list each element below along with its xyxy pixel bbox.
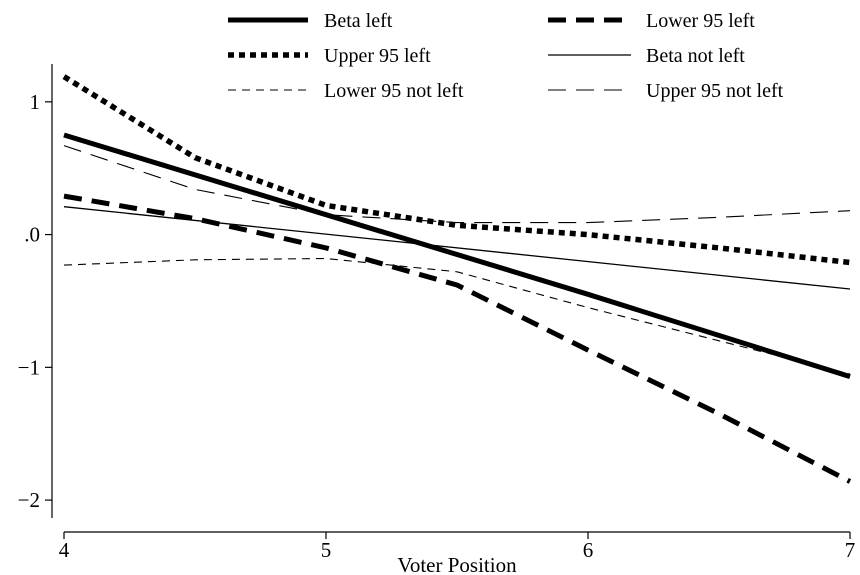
series-line-beta-not-left	[63, 206, 851, 290]
x-tick-label: 4	[59, 538, 70, 562]
series-line-upper-95-left	[62, 74, 851, 266]
legend-item-upper-95-not-left: Upper 95 not left	[548, 80, 784, 102]
legend-item-beta-left: Beta left	[228, 10, 393, 32]
legend-label: Beta not left	[646, 45, 745, 67]
legend-label: Lower 95 left	[646, 10, 755, 32]
y-tick-label: 1	[30, 90, 41, 114]
legend: Beta left Lower 95 left Upper 95 left Beta …	[228, 10, 784, 102]
axes: 1 .0 −1 −2 4 5 6 7 Voter Position	[18, 64, 856, 575]
series-line-lower-95-not-left	[63, 257, 851, 375]
x-tick-label: 7	[845, 538, 856, 562]
legend-item-beta-not-left: Beta not left	[548, 45, 745, 67]
y-tick-label: .0	[24, 223, 40, 247]
y-tick-label: −2	[18, 488, 40, 512]
plot-area	[62, 74, 852, 484]
x-tick-label: 5	[321, 538, 332, 562]
legend-label: Upper 95 left	[324, 45, 431, 67]
legend-label: Beta left	[324, 10, 393, 32]
y-tick-label: −1	[18, 355, 40, 379]
y-axis-ticks: 1 .0 −1 −2	[18, 90, 52, 512]
x-axis-ticks: 4 5 6 7	[59, 532, 856, 562]
legend-item-upper-95-left: Upper 95 left	[228, 45, 431, 67]
x-axis-title: Voter Position	[397, 553, 517, 575]
legend-label: Lower 95 not left	[324, 80, 464, 102]
x-tick-label: 6	[583, 538, 594, 562]
legend-label: Upper 95 not left	[646, 80, 784, 102]
legend-item-lower-95-left: Lower 95 left	[548, 10, 755, 32]
series-line-upper-95-not-left	[63, 145, 851, 224]
series-line-beta-left	[63, 132, 851, 379]
series-line-lower-95-left	[63, 193, 852, 484]
legend-item-lower-95-not-left: Lower 95 not left	[228, 80, 464, 102]
